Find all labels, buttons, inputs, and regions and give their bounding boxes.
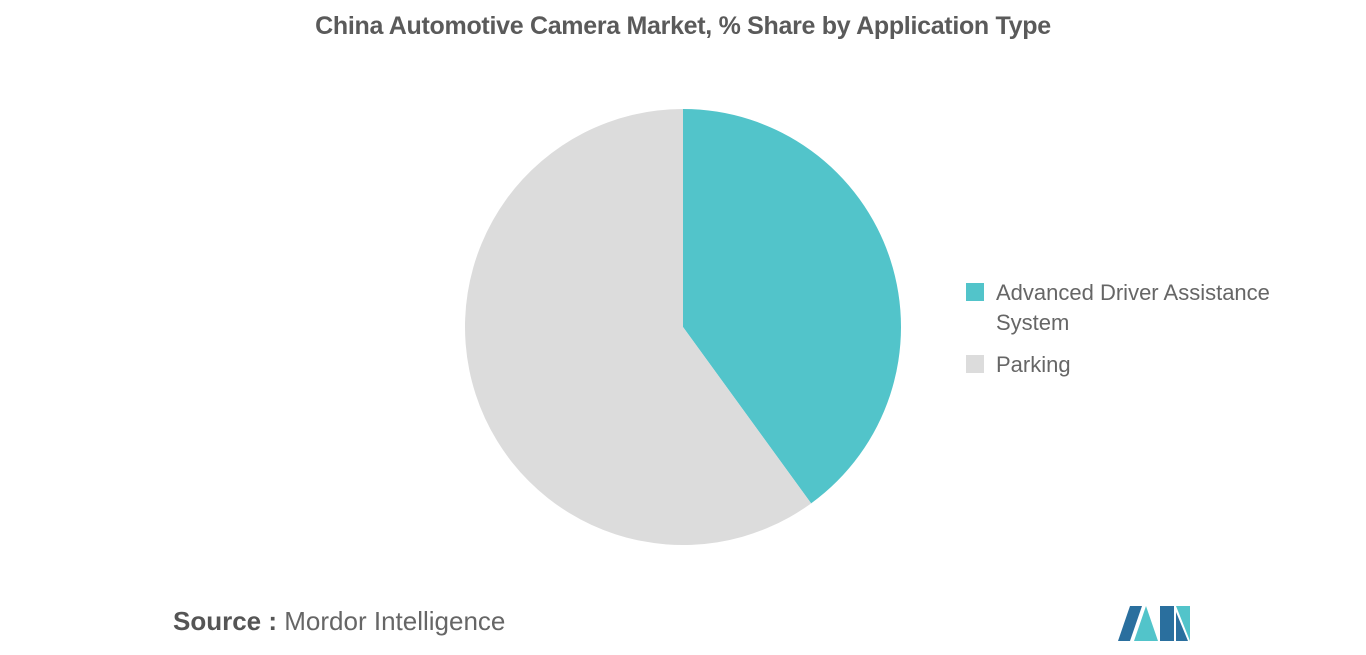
chart-title: China Automotive Camera Market, % Share … bbox=[315, 12, 1051, 40]
source-label: Source : bbox=[173, 606, 278, 636]
legend-item: Advanced Driver Assistance System bbox=[966, 278, 1286, 338]
pie-slice bbox=[465, 109, 812, 545]
source: Source : Mordor Intelligence bbox=[173, 606, 505, 637]
legend-swatch bbox=[966, 283, 984, 301]
legend-item: Parking bbox=[966, 350, 1286, 380]
logo bbox=[1118, 606, 1190, 641]
legend-swatch bbox=[966, 355, 984, 373]
legend-label: Advanced Driver Assistance System bbox=[996, 280, 1270, 335]
legend-label: Parking bbox=[996, 352, 1071, 377]
pie-slice bbox=[683, 109, 901, 504]
legend: Advanced Driver Assistance System Parking bbox=[966, 278, 1286, 392]
source-text: Mordor Intelligence bbox=[284, 606, 506, 636]
